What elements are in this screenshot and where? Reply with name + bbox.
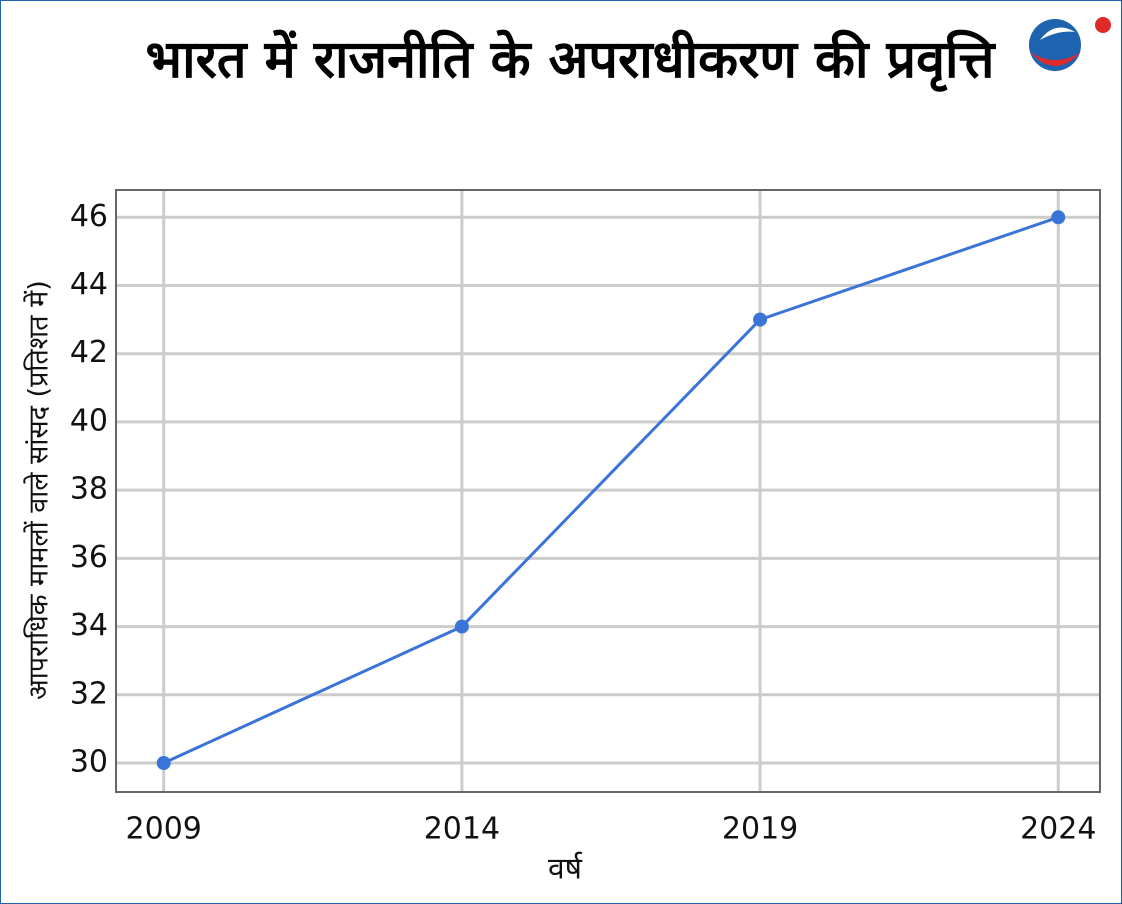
- x-tick-label: 2024: [1020, 812, 1096, 847]
- y-tick-label: 30: [70, 745, 108, 780]
- y-tick-label: 38: [70, 472, 108, 507]
- point: [156, 756, 171, 771]
- chart-title: भारत में राजनीति के अपराधीकरण की प्रवृत्…: [145, 30, 995, 90]
- y-tick-label: 36: [70, 540, 108, 575]
- x-tick-label: 2009: [126, 812, 202, 847]
- x-tick-label: 2019: [722, 812, 798, 847]
- logo: [1029, 17, 1111, 71]
- y-axis-label: आपराधिक मामलों वाले सांसद (प्रतिशत में): [23, 280, 55, 700]
- y-tick-label: 34: [70, 608, 108, 643]
- y-tick-label: 32: [70, 676, 108, 711]
- y-tick-label: 40: [70, 403, 108, 438]
- x-tick-label: 2014: [424, 812, 500, 847]
- line: [163, 215, 1059, 765]
- x-axis-label: वर्ष: [548, 852, 583, 887]
- point: [1051, 210, 1066, 225]
- y-tick-label: 46: [70, 199, 108, 234]
- point: [454, 619, 469, 634]
- plot-border: [115, 189, 1101, 793]
- y-tick-label: 44: [70, 267, 108, 302]
- y-tick-label: 42: [70, 335, 108, 370]
- point: [753, 312, 768, 327]
